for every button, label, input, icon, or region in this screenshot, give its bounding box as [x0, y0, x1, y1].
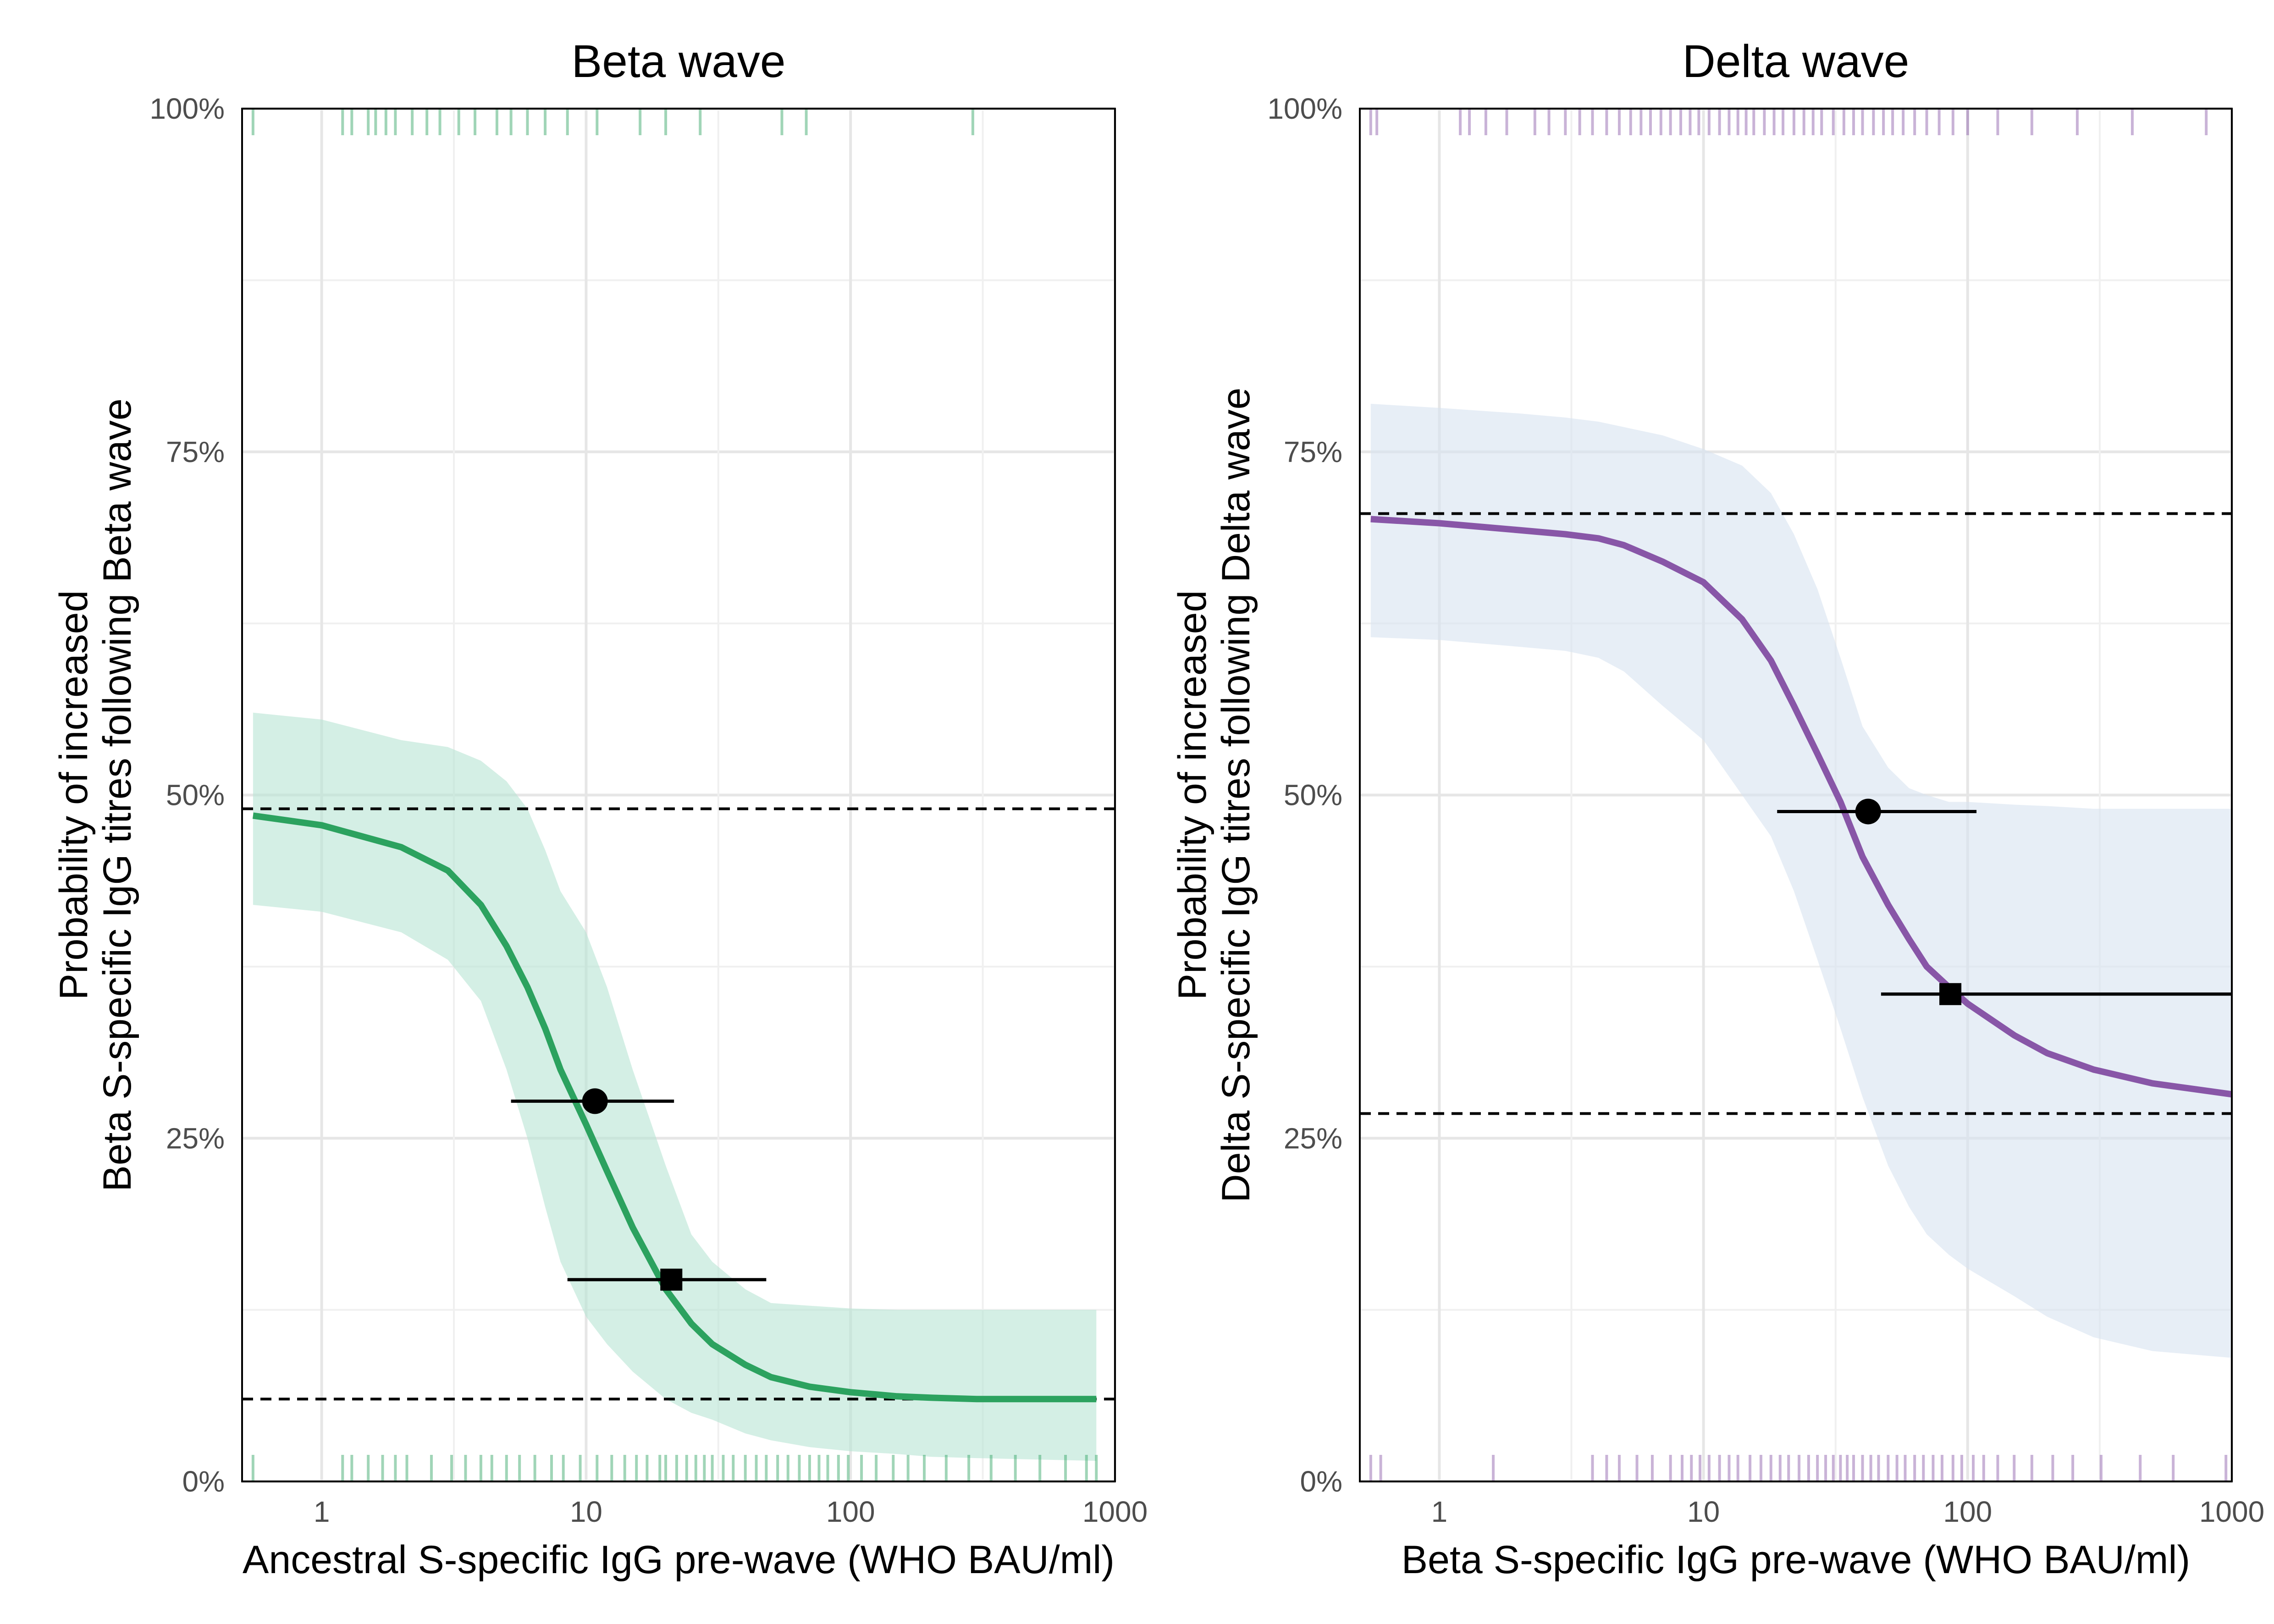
point-estimate-circle	[582, 1088, 608, 1114]
x-tick-label: 10	[1687, 1495, 1720, 1528]
x-axis-label: Beta S-specific IgG pre-wave (WHO BAU/ml…	[1402, 1538, 2190, 1582]
y-tick-label: 75%	[1284, 435, 1342, 468]
y-tick-label: 100%	[149, 92, 225, 125]
x-ticks: 1 10 100 1000	[1431, 1495, 2265, 1528]
y-tick-label: 25%	[166, 1122, 225, 1155]
panel-delta-wave: 0% 25% 50% 75% 100% 1 10 100 1000 Delta wave Be…	[1170, 36, 2264, 1582]
x-tick-label: 1000	[1082, 1495, 1148, 1528]
y-axis-label-line-1: Probability of increased	[1170, 590, 1214, 1000]
fitted-curve	[252, 812, 1097, 1403]
confidence-band	[1370, 403, 2232, 1358]
x-tick-label: 100	[826, 1495, 875, 1528]
chart-title: Beta wave	[572, 36, 786, 87]
y-axis-label-line-2: Delta S-specific IgG titres following De…	[1214, 387, 1258, 1202]
x-tick-label: 10	[570, 1495, 602, 1528]
confidence-band	[253, 712, 1097, 1461]
y-tick-label: 50%	[166, 779, 225, 812]
panel-frame	[1359, 108, 2233, 1482]
y-tick-label: 25%	[1284, 1122, 1342, 1155]
x-axis-label: Ancestral S-specific IgG pre-wave (WHO B…	[243, 1538, 1115, 1582]
y-tick-label: 0%	[1300, 1465, 1343, 1498]
panel-beta-wave: 0% 25% 50% 75% 100% 1 10 100 1000 Beta wave Anc…	[52, 36, 1148, 1582]
y-tick-label: 50%	[1284, 779, 1342, 812]
rug-marks	[1369, 109, 2228, 1481]
point-estimate-square	[1939, 983, 1962, 1005]
x-tick-label: 1000	[2199, 1495, 2264, 1528]
panel-frame	[241, 108, 1116, 1482]
rug-marks	[251, 109, 1098, 1481]
y-axis-label-line-1: Probability of increased	[52, 590, 96, 1000]
x-tick-label: 1	[1431, 1495, 1448, 1528]
point-estimates	[511, 1088, 767, 1291]
x-tick-label: 1	[314, 1495, 330, 1528]
point-estimates	[1777, 798, 2232, 1005]
y-ticks: 0% 25% 50% 75% 100%	[149, 92, 225, 1498]
y-ticks: 0% 25% 50% 75% 100%	[1267, 92, 1342, 1498]
y-axis-label-line-2: Beta S-specific IgG titres following Bet…	[95, 398, 139, 1191]
y-tick-label: 0%	[182, 1465, 225, 1498]
y-tick-label: 75%	[166, 435, 225, 468]
chart-title: Delta wave	[1683, 36, 1910, 87]
point-estimate-square	[660, 1268, 683, 1291]
x-ticks: 1 10 100 1000	[314, 1495, 1148, 1528]
x-tick-label: 100	[1943, 1495, 1992, 1528]
fitted-curve	[1370, 516, 2232, 1098]
point-estimate-circle	[1855, 798, 1881, 825]
y-tick-label: 100%	[1267, 92, 1342, 125]
grid	[242, 107, 1116, 1483]
